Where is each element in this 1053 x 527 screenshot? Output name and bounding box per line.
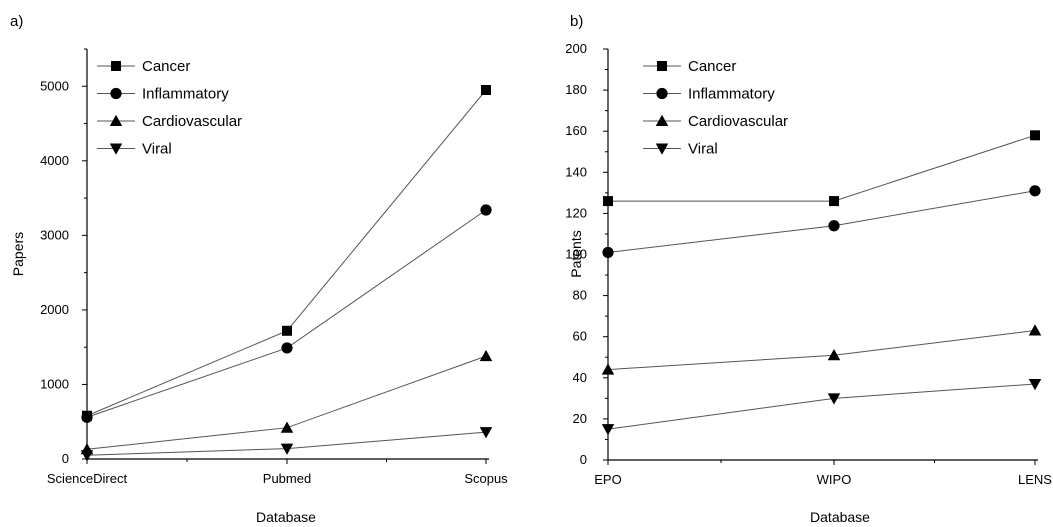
data-point-viral [80, 450, 94, 462]
legend-label-inflammatory: Inflammatory [688, 86, 775, 103]
series-line-cancer [86, 89, 487, 417]
y-tick-label: 1000 [40, 376, 69, 391]
data-point-cancer [481, 85, 491, 95]
data-point-cardiovascular [479, 349, 493, 362]
y-tick-label: 120 [565, 205, 587, 220]
data-point-cancer [829, 196, 839, 207]
y-tick-label: 180 [565, 82, 587, 97]
data-point-viral [827, 393, 841, 405]
legend-marker-cancer [657, 61, 667, 71]
legend-label-cardiovascular: Cardiovascular [688, 113, 788, 130]
x-tick-label: WIPO [817, 472, 852, 487]
data-point-viral [1028, 378, 1042, 391]
legend-label-cardiovascular: Cardiovascular [142, 113, 242, 130]
data-point-cancer [1030, 130, 1040, 141]
legend-label-viral: Viral [688, 141, 718, 158]
data-point-cardiovascular [1028, 324, 1042, 336]
x-tick-label: ScienceDirect [47, 471, 128, 486]
legend-label-cancer: Cancer [688, 58, 736, 75]
data-point-cardiovascular [280, 421, 294, 433]
data-point-inflammatory [602, 246, 614, 259]
legend-marker-viral [655, 143, 669, 155]
y-tick-label: 20 [573, 411, 587, 426]
series-line-cancer [608, 134, 1036, 202]
chart-panel-a: a) 0 1000 2000 3000 4000 5000 ScienceDirect Pubm… [10, 13, 508, 525]
y-tick-label: 100 [565, 247, 587, 262]
data-point-cardiovascular [827, 348, 841, 361]
series-line-inflammatory [607, 190, 1036, 253]
legend-marker-inflammatory [656, 87, 668, 100]
y-tick-label: 160 [565, 123, 587, 138]
data-point-viral [479, 427, 493, 439]
y-tick-label: 2000 [40, 302, 69, 317]
data-point-cardiovascular [601, 363, 615, 375]
x-tick-label: LENS [1018, 472, 1052, 487]
y-tick-label: 3000 [40, 227, 69, 242]
y-tick-label: 60 [573, 329, 587, 344]
y-axis-title: Patents [568, 230, 584, 277]
data-point-viral [601, 424, 615, 436]
data-point-inflammatory [480, 204, 492, 216]
data-point-inflammatory [81, 411, 93, 423]
data-point-viral [280, 443, 294, 455]
legend-marker-inflammatory [110, 87, 122, 100]
legend-label-cancer: Cancer [142, 58, 190, 75]
panel-label: a) [10, 13, 23, 30]
series-line-cardiovascular [607, 330, 1036, 371]
data-point-cancer [603, 196, 613, 207]
chart-panel-b: b) 0 20 40 60 80 100 120 140 160 180 200 EPO WIPO LENS… [565, 13, 1052, 525]
legend-marker-viral [109, 143, 123, 155]
y-tick-label: 0 [62, 451, 69, 466]
panel-label: b) [570, 13, 583, 30]
y-tick-label: 200 [565, 41, 587, 56]
y-tick-label: 0 [580, 452, 587, 467]
data-point-inflammatory [828, 220, 840, 232]
y-tick-label: 5000 [40, 78, 69, 93]
x-tick-label: Pubmed [263, 471, 311, 486]
series-line-viral [607, 383, 1036, 430]
legend-label-viral: Viral [142, 141, 172, 158]
x-tick-label: EPO [594, 472, 621, 487]
legend-marker-cardiovascular [109, 114, 123, 126]
data-point-inflammatory [281, 342, 293, 354]
data-point-inflammatory [1029, 185, 1041, 197]
legend-marker-cancer [111, 61, 121, 71]
x-axis-title: Database [256, 509, 316, 525]
y-axis-title: Papers [10, 232, 26, 276]
data-point-cancer [282, 325, 292, 336]
series-line-inflammatory [86, 209, 487, 418]
y-tick-label: 4000 [40, 153, 69, 168]
x-tick-label: Scopus [464, 471, 508, 486]
legend-marker-cardiovascular [655, 114, 669, 126]
y-tick-label: 80 [573, 288, 587, 303]
x-axis-title: Database [810, 509, 870, 525]
y-tick-label: 140 [565, 164, 587, 179]
legend-label-inflammatory: Inflammatory [142, 86, 229, 103]
series-line-cardiovascular [86, 355, 487, 450]
y-tick-label: 40 [573, 370, 587, 385]
